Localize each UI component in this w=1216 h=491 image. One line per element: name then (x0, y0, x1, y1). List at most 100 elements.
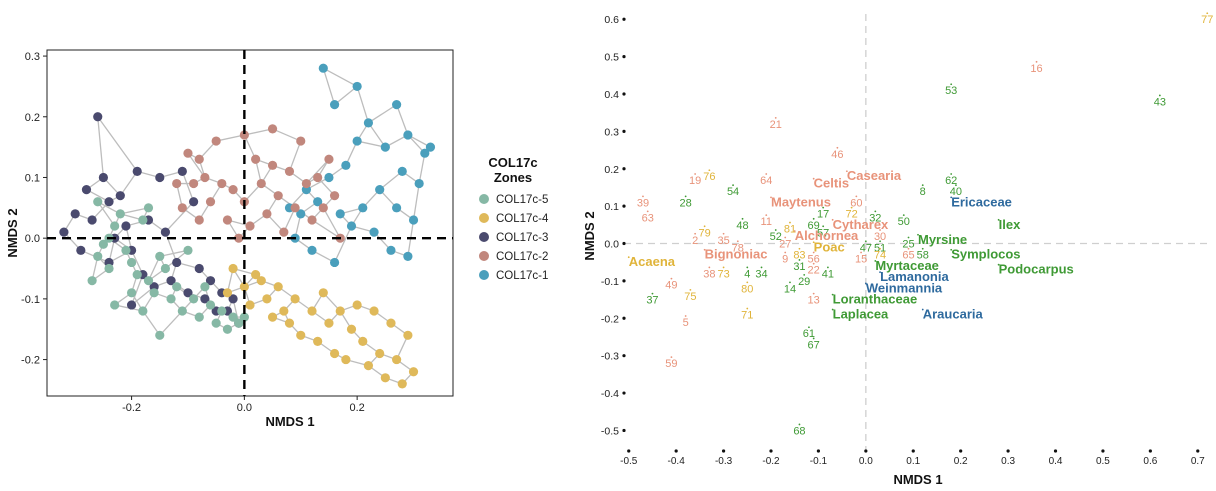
taxon-dot (917, 233, 919, 236)
zone-point (380, 142, 390, 152)
sample-label: 48 (736, 220, 748, 232)
taxon-label: Symplocos (951, 247, 1020, 262)
zone-point (177, 203, 187, 213)
zone-point (222, 215, 233, 225)
zone-point (307, 245, 317, 255)
sample-dot (670, 277, 673, 280)
sample-label: 53 (945, 85, 957, 97)
zone-point (273, 191, 283, 201)
left-xlabel: NMDS 1 (265, 414, 314, 429)
sample-dot (798, 259, 801, 261)
legend-title-line1: COL17c (488, 155, 537, 170)
zone-point (194, 154, 204, 164)
taxon-dot (770, 196, 772, 199)
sample-dot (708, 266, 711, 269)
sample-label: 37 (646, 295, 658, 307)
zone-point (313, 197, 323, 207)
taxon-label: Bignoniac (705, 247, 768, 262)
zone-point (81, 185, 92, 195)
legend-label: COL17c-3 (496, 232, 548, 244)
sample-label: 32 (869, 212, 881, 224)
zone-point (245, 221, 255, 231)
sample-label: 79 (698, 227, 710, 239)
zone-point (121, 221, 131, 231)
taxon-label: Cytharex (833, 217, 889, 232)
zone-point (251, 269, 261, 280)
sample-dot (950, 173, 953, 175)
zone-point (205, 276, 216, 286)
sample-dot (812, 251, 815, 254)
sample-dot (732, 184, 734, 187)
sample-dot (784, 236, 787, 239)
zone-point (93, 251, 103, 261)
zone-point (189, 294, 199, 304)
zone-point (177, 166, 187, 177)
zone-link (305, 158, 330, 184)
sample-label: 72 (845, 209, 857, 221)
sample-label: 43 (1154, 96, 1166, 108)
sample-dot (708, 169, 711, 172)
taxon-dot (812, 177, 815, 180)
zone-point (380, 373, 390, 383)
right-ytick-label: 0.0 (604, 239, 619, 251)
right-xtick-label: 0.6 (1143, 456, 1157, 467)
zone-point (126, 288, 137, 298)
legend-label: COL17c-2 (496, 251, 548, 263)
left-xtick-label: 0.0 (237, 402, 252, 414)
zone-point (200, 294, 210, 304)
sample-dot (651, 292, 654, 295)
zone-link (159, 249, 189, 258)
sample-dot (1035, 60, 1038, 63)
sample-dot (907, 247, 910, 250)
zone-point (87, 276, 97, 286)
zone-point (375, 185, 385, 195)
right-ytick-label: 0.6 (604, 14, 619, 26)
taxon-label: Maytenus (771, 194, 831, 209)
zone-point (93, 112, 103, 122)
taxon-label: Alchornea (795, 228, 859, 243)
legend-items: COL17c-5 COL17c-4 COL17c-3 COL17c-2 COL17c-1 (479, 194, 549, 282)
sample-label: 9 (782, 253, 788, 265)
sample-label: 61 (803, 328, 815, 340)
zone-link (216, 134, 245, 142)
sample-dot (798, 247, 801, 250)
taxon-label: Celtis (814, 176, 849, 191)
sample-dot (812, 262, 815, 265)
zone-point (160, 263, 171, 274)
sample-label: 65 (902, 250, 914, 262)
taxon-label: Weinmannia (866, 280, 943, 295)
zone-point (183, 245, 193, 255)
right-xtick-mark (816, 449, 821, 453)
sample-label: 22 (808, 265, 820, 277)
taxon-dot (921, 308, 924, 311)
left-ylabel: NMDS 2 (5, 208, 20, 257)
legend-swatch (479, 194, 489, 204)
zone-point (234, 318, 244, 328)
sample-label: 52 (770, 231, 782, 243)
zone-point (363, 118, 374, 128)
zone-point (245, 300, 255, 310)
right-ytick-mark (622, 17, 626, 21)
zone-point (296, 330, 306, 340)
zone-link (334, 85, 358, 106)
sample-dot (789, 221, 791, 224)
right-xtick-label: -0.3 (715, 456, 733, 467)
zone-point (228, 312, 238, 322)
sample-label: 68 (793, 425, 805, 437)
zone-point (155, 172, 165, 183)
sample-label: 21 (770, 119, 782, 131)
zone-link (412, 183, 420, 221)
right-ytick-label: 0.4 (604, 89, 619, 101)
zone-point (403, 330, 413, 340)
sample-dot (879, 240, 881, 243)
sample-dot (822, 206, 825, 209)
zone-point (98, 239, 108, 249)
zone-point (425, 142, 436, 152)
zone-link (396, 104, 409, 136)
right-ytick-mark (622, 167, 626, 171)
right-xlabel: NMDS 1 (893, 472, 942, 486)
right-xtick-label: 0.5 (1096, 456, 1110, 467)
zone-link (333, 225, 353, 263)
zone-point (397, 379, 407, 389)
